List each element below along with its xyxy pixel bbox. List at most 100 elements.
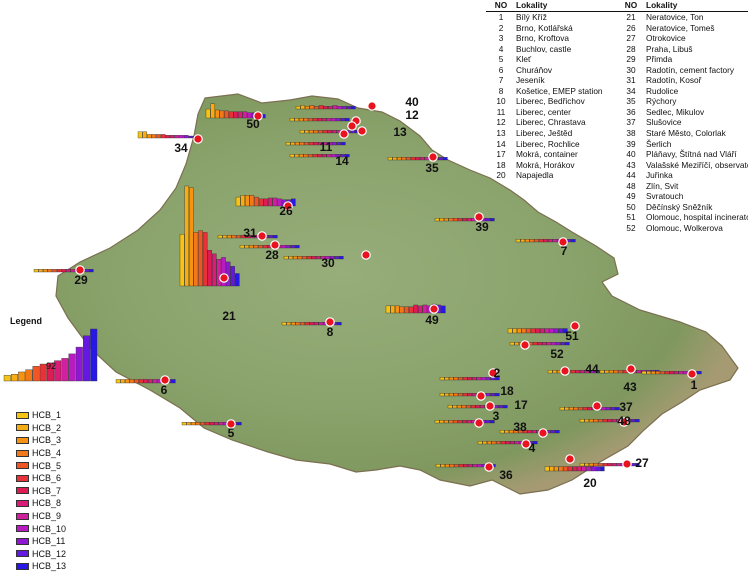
locality-name: Sedlec, Mikulov (646, 106, 705, 117)
site-bar (538, 239, 544, 243)
site-marker[interactable] (347, 121, 357, 131)
site-bar (571, 239, 576, 243)
site-6[interactable]: 6 (115, 375, 176, 397)
table-header: NO Lokality NO Lokality (486, 1, 748, 12)
site-51[interactable]: 51 (507, 321, 580, 343)
site-marker[interactable] (592, 401, 602, 411)
site-5[interactable]: 5 (181, 419, 242, 440)
site-18[interactable]: 18 (439, 384, 514, 401)
site-35[interactable]: 35 (387, 152, 448, 175)
site-marker[interactable] (622, 459, 632, 469)
site-label: 3 (493, 409, 500, 423)
site-marker[interactable] (283, 201, 293, 211)
site-marker[interactable] (253, 111, 263, 121)
site-37[interactable]: 37 (559, 400, 633, 414)
site-20[interactable]: 20 (544, 454, 605, 490)
legend-title: Legend (10, 316, 43, 326)
site-bar (635, 419, 640, 423)
site-marker[interactable] (538, 428, 548, 438)
site-39[interactable]: 39 (434, 212, 495, 234)
site-bar (332, 130, 337, 134)
site-26[interactable]: 26 (235, 195, 296, 218)
legend-swatch (16, 462, 29, 470)
site-bar (490, 393, 495, 397)
site-marker[interactable] (488, 368, 498, 378)
site-marker[interactable] (339, 129, 349, 139)
site-bar (341, 106, 347, 110)
site-marker[interactable] (626, 364, 636, 374)
site-marker[interactable] (226, 419, 236, 429)
site-bar (458, 377, 463, 381)
site-marker[interactable] (565, 454, 575, 464)
site-48[interactable]: 48 (579, 414, 640, 428)
site-34[interactable]: 34 (137, 131, 203, 155)
site-52[interactable]: 52 (509, 340, 570, 361)
site-31[interactable]: 31 (217, 226, 278, 241)
locality-name: Mokrá, Horákov (516, 159, 575, 170)
site-marker[interactable] (219, 273, 229, 283)
site-bar (582, 407, 588, 411)
site-44[interactable]: 44 (547, 362, 608, 376)
site-marker[interactable] (474, 212, 484, 222)
locality-number: 8 (498, 85, 504, 96)
site-marker[interactable] (193, 134, 203, 144)
site-21[interactable]: 21 (179, 185, 240, 323)
site-marker[interactable] (521, 439, 531, 449)
site-marker[interactable] (474, 418, 484, 428)
site-bar (435, 464, 441, 468)
site-marker[interactable] (520, 340, 530, 350)
site-bar (579, 419, 585, 423)
site-marker[interactable] (257, 231, 267, 241)
site-7[interactable]: 7 (515, 237, 576, 258)
site-marker[interactable] (367, 101, 377, 111)
locality-name: Bílý Kříž (516, 12, 547, 22)
site-marker[interactable] (619, 417, 629, 427)
site-36[interactable]: 36 (435, 462, 513, 482)
site-marker[interactable] (476, 391, 486, 401)
site-bar (300, 105, 305, 110)
site-marker[interactable] (484, 462, 494, 472)
site-1[interactable]: 1 (641, 369, 702, 392)
site-bar (559, 407, 565, 411)
site-29[interactable]: 29 (33, 265, 94, 287)
site-40[interactable]: 40 (295, 95, 419, 111)
site-bar (328, 106, 333, 110)
site-50[interactable]: 50 (205, 103, 266, 131)
site-marker[interactable] (570, 321, 580, 331)
site-49[interactable]: 49 (385, 303, 446, 327)
site-marker[interactable] (687, 369, 697, 379)
table-row: 49 Svratouch (486, 191, 748, 202)
site-2[interactable]: 2 (439, 366, 501, 381)
site-marker[interactable] (560, 366, 570, 376)
site-label: 20 (583, 476, 597, 490)
site-17[interactable]: 17 (447, 398, 528, 412)
site-marker[interactable] (558, 237, 568, 247)
site-bar (217, 235, 223, 239)
site-bar (569, 407, 574, 411)
site-bar (329, 256, 335, 260)
legend-bar (25, 369, 33, 382)
site-marker[interactable] (270, 240, 280, 250)
locality-table: NO Lokality NO Lokality 1 Bílý Kříž 21 Nera… (486, 1, 748, 233)
site-38[interactable]: 38 (499, 420, 560, 438)
site-30[interactable]: 30 (283, 250, 371, 270)
site-label: 27 (635, 456, 649, 470)
site-marker[interactable] (428, 152, 438, 162)
site-4[interactable]: 4 (477, 439, 538, 455)
site-marker[interactable] (75, 265, 85, 275)
site-11[interactable]: 11 (285, 129, 349, 154)
site-3[interactable]: 3 (434, 409, 500, 428)
site-marker[interactable] (485, 401, 495, 411)
site-bar (191, 422, 196, 426)
site-bar (304, 130, 309, 134)
site-28[interactable]: 28 (239, 240, 300, 262)
site-8[interactable]: 8 (281, 317, 342, 339)
site-bar (439, 377, 445, 381)
site-27[interactable]: 27 (579, 456, 649, 470)
site-marker[interactable] (429, 304, 439, 314)
site-marker[interactable] (361, 250, 371, 260)
site-marker[interactable] (160, 375, 170, 385)
site-14[interactable]: 14 (289, 121, 357, 168)
site-marker[interactable] (325, 317, 335, 327)
site-marker[interactable] (357, 126, 367, 136)
